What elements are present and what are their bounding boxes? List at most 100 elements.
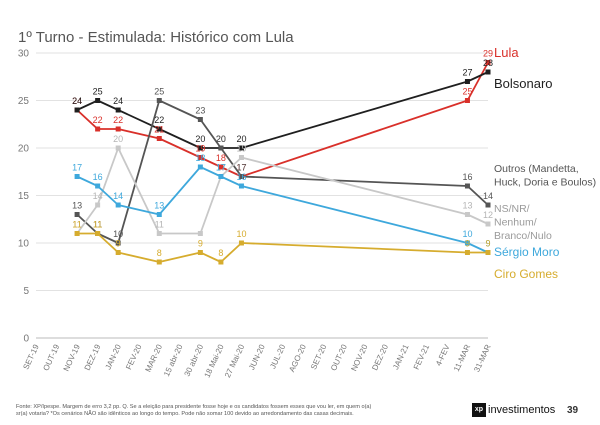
- data-point: [74, 174, 80, 179]
- x-tick-label: FEV-20: [124, 343, 144, 371]
- series-line-3: [76, 147, 489, 235]
- x-tick-label: 18 Mai-20: [203, 343, 226, 380]
- data-point: [156, 231, 162, 236]
- data-point: [95, 98, 101, 103]
- data-point: [238, 240, 244, 246]
- x-tick-label: MAR-20: [144, 343, 165, 374]
- data-point: [115, 250, 121, 255]
- y-tick-label: 20: [18, 144, 30, 155]
- data-point: [485, 250, 491, 255]
- legend-entry: Nenhum/: [494, 217, 537, 229]
- legend-entry: Huck, Doria e Boulos): [494, 177, 596, 189]
- data-label: 16: [462, 172, 472, 182]
- data-label: 11: [93, 220, 102, 230]
- data-point: [156, 126, 162, 132]
- data-label: 24: [72, 96, 82, 106]
- data-point: [95, 126, 101, 132]
- data-point: [197, 117, 203, 122]
- data-label: 9: [465, 239, 470, 249]
- data-point: [485, 60, 491, 65]
- footnote-line-2: sr(a) votaria? *Os cenários NÃO são idên…: [16, 411, 354, 417]
- data-point: [238, 145, 244, 151]
- data-point: [238, 155, 244, 160]
- legend: Lula Bolsonaro Outros (Mandetta, Huck, Dori…: [494, 45, 596, 281]
- y-tick-label: 10: [18, 239, 30, 250]
- legend-entry: Branco/Nulo: [494, 230, 552, 242]
- data-label: 24: [72, 96, 82, 106]
- data-label: 13: [462, 201, 472, 211]
- data-label: 14: [113, 191, 123, 201]
- data-point: [464, 98, 470, 103]
- data-label: 8: [157, 248, 162, 258]
- data-label: 13: [154, 201, 164, 211]
- data-label: 25: [462, 87, 472, 97]
- x-tick-label: 15 abr-20: [162, 343, 185, 378]
- data-label: 13: [72, 201, 82, 211]
- data-point: [238, 183, 244, 189]
- data-point: [74, 212, 80, 217]
- data-label: 20: [195, 134, 205, 144]
- data-label: 19: [236, 144, 246, 154]
- data-point: [485, 221, 491, 227]
- data-point: [197, 250, 203, 255]
- data-point: [197, 164, 203, 170]
- data-label: 9: [198, 239, 203, 249]
- legend-entry: Lula: [494, 45, 519, 60]
- series-line-4: [76, 166, 489, 254]
- data-point: [95, 202, 101, 208]
- data-point: [115, 126, 121, 132]
- data-label: 17: [236, 163, 246, 173]
- data-point: [485, 69, 491, 75]
- data-label: 10: [113, 229, 123, 239]
- y-tick-label: 25: [18, 96, 30, 107]
- data-point: [156, 212, 162, 217]
- data-label: 20: [113, 134, 123, 144]
- data-point: [218, 174, 224, 179]
- chart-title: 1º Turno - Estimulada: Histórico com Lul…: [18, 29, 294, 46]
- x-tick-label: JAN-20: [104, 343, 124, 371]
- series-lines: [74, 60, 491, 265]
- y-tick-label: 30: [18, 49, 30, 60]
- data-point: [464, 183, 470, 189]
- data-label: 10: [236, 229, 246, 239]
- data-point: [95, 183, 101, 189]
- x-tick-label: 4-FEV: [434, 342, 452, 367]
- legend-entry: Ciro Gomes: [494, 267, 558, 281]
- data-point: [485, 202, 491, 208]
- data-label: 14: [93, 191, 103, 201]
- data-label: 9: [485, 239, 490, 249]
- data-label: 11: [72, 220, 81, 230]
- data-label: 9: [116, 239, 121, 249]
- data-point: [115, 107, 121, 113]
- data-point: [115, 145, 121, 151]
- data-point: [156, 259, 162, 265]
- data-label: 17: [216, 163, 226, 173]
- data-point: [95, 231, 101, 236]
- data-point: [197, 145, 203, 151]
- data-label: 20: [236, 134, 246, 144]
- x-tick-label: OUT-20: [329, 343, 349, 373]
- data-point: [218, 164, 224, 170]
- x-tick-label: JUN-20: [247, 343, 267, 372]
- data-label: 17: [72, 163, 82, 173]
- data-label: 17: [216, 163, 226, 173]
- data-label: 9: [485, 239, 490, 249]
- data-label: 11: [93, 220, 102, 230]
- data-label: 23: [195, 106, 205, 116]
- x-tick-label: JAN-21: [391, 343, 411, 371]
- x-tick-label: FEV-21: [412, 343, 432, 371]
- data-label: 24: [113, 96, 123, 106]
- x-tick-label: JUL-20: [268, 343, 287, 371]
- legend-entry: Bolsonaro: [494, 76, 553, 91]
- page-number: 39: [567, 405, 579, 416]
- data-label: 8: [218, 248, 223, 258]
- data-point: [218, 145, 224, 151]
- x-tick-label: SET-19: [21, 343, 41, 371]
- data-point: [74, 107, 80, 113]
- data-point: [218, 259, 224, 265]
- y-tick-label: 0: [23, 334, 29, 345]
- x-tick-label: SET-20: [309, 343, 329, 371]
- data-point: [74, 231, 80, 236]
- data-point: [156, 98, 162, 103]
